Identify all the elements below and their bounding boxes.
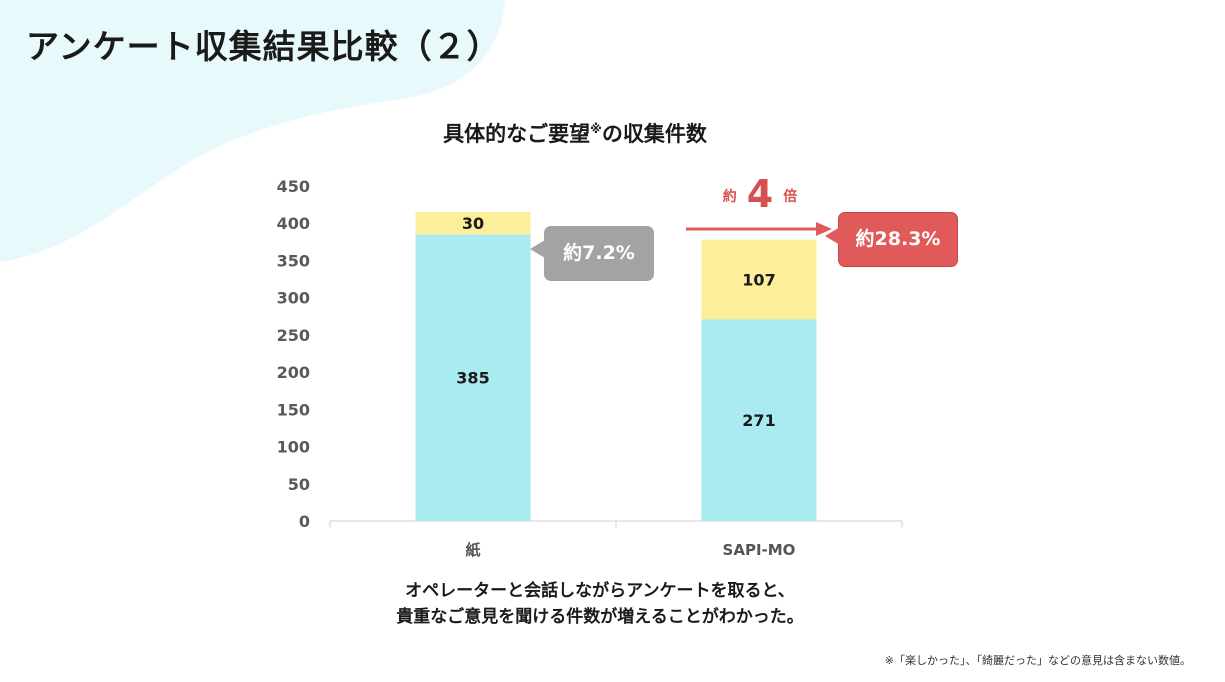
page-title: アンケート収集結果比較（２） — [26, 27, 501, 66]
multiplier-suffix: 倍 — [783, 189, 798, 205]
bar-value-label: 107 — [742, 270, 775, 289]
bar-base-segment — [415, 234, 531, 521]
category-label: 紙 — [465, 541, 480, 559]
chart-title-rest: の収集件数 — [601, 122, 707, 146]
chart-title: 具体的なご要望※の収集件数 — [380, 118, 770, 148]
multiplier-arrow-head — [816, 222, 832, 236]
y-tick-label: 350 — [277, 251, 310, 270]
multiplier-value: 4 — [746, 172, 774, 216]
y-tick-label: 250 — [277, 326, 310, 345]
footnote: ※「楽しかった」、「綺麗だった」などの意見は含まない数値。 — [884, 654, 1191, 667]
y-tick-label: 400 — [277, 214, 310, 233]
sapi-ratio-callout: 約28.3% — [825, 212, 958, 267]
category-label: SAPI-MO — [723, 541, 796, 559]
y-tick-label: 200 — [277, 363, 310, 382]
y-tick-label: 450 — [277, 177, 310, 196]
y-tick-label: 50 — [288, 475, 310, 494]
conclusion-line-2: 貴重なご意見を聞ける件数が増えることがわかった。 — [396, 607, 804, 627]
bar-value-label: 30 — [462, 214, 484, 233]
chart-title-main: 具体的なご要望 — [443, 122, 591, 146]
multiplier-prefix: 約 — [722, 189, 737, 205]
y-tick-label: 0 — [299, 512, 310, 531]
bar-value-label: 271 — [742, 411, 775, 430]
y-tick-label: 100 — [277, 438, 310, 457]
bar-value-label: 385 — [456, 369, 489, 388]
bar-top-segment — [701, 239, 817, 320]
bar-top-segment — [415, 212, 531, 235]
conclusion-line-1: オペレーターと会話しながらアンケートを取ると、 — [405, 581, 795, 601]
bar-base-segment — [701, 319, 817, 521]
y-tick-label: 150 — [277, 400, 310, 419]
conclusion-text: オペレーターと会話しながらアンケートを取ると、 貴重なご意見を聞ける件数が増える… — [300, 578, 900, 630]
y-tick-label: 300 — [277, 289, 310, 308]
paper-ratio-callout: 約7.2% — [530, 226, 654, 281]
chart-title-mark: ※ — [590, 122, 602, 136]
